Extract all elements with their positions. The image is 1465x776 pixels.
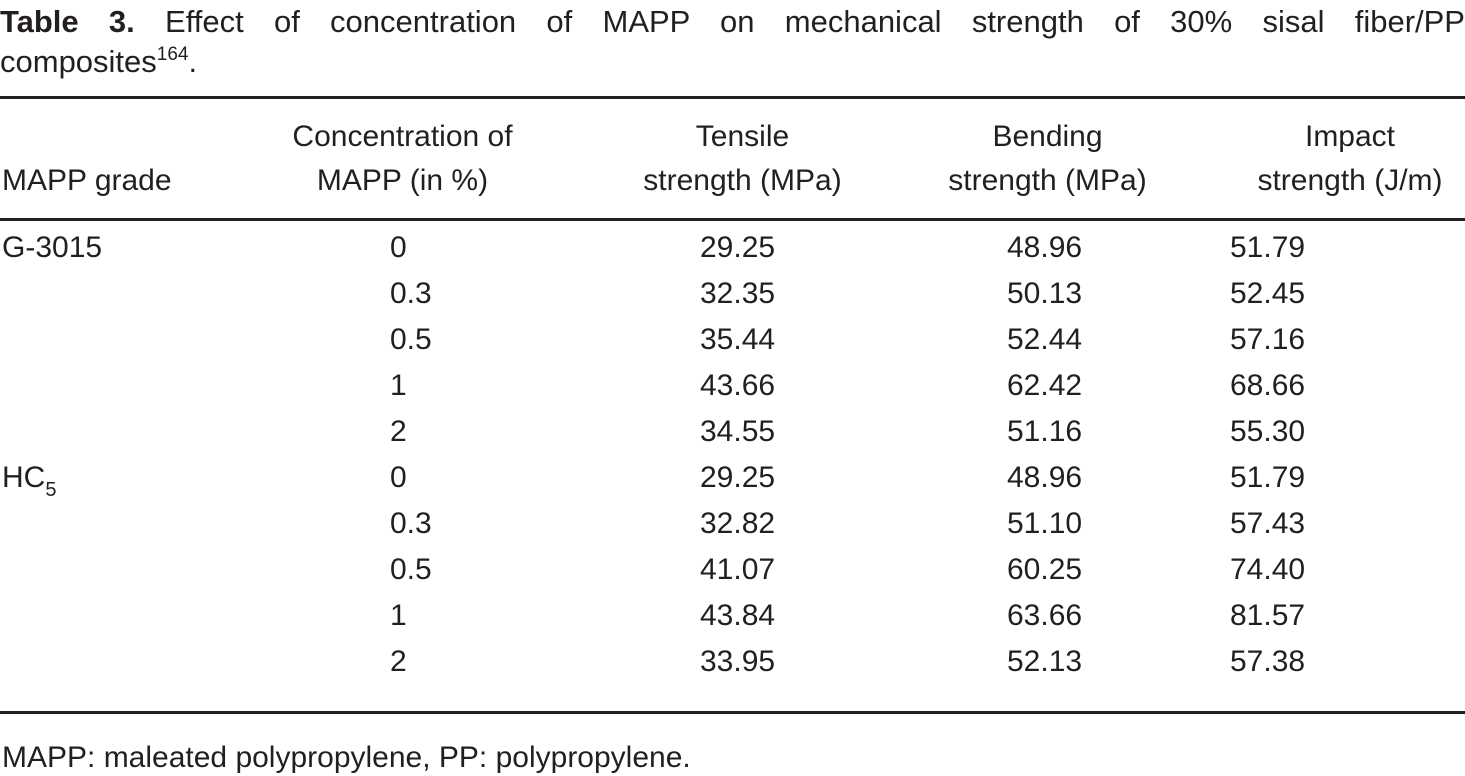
col-header-mapp-grade: MAPP grade (0, 97, 250, 221)
cell-mapp-grade (0, 501, 250, 547)
cell-concentration: 0 (390, 461, 407, 494)
caption-label: Table 3. (0, 4, 135, 39)
cell-impact: 74.40 (1230, 553, 1306, 586)
col-header-text: strength (J/m) (1257, 164, 1443, 197)
caption-text-continued: composites (0, 44, 157, 79)
cell-impact: 51.79 (1230, 461, 1306, 494)
cell-mapp-grade: G-3015 (2, 231, 103, 264)
cell-concentration: 0.5 (390, 553, 432, 586)
cell-concentration: 2 (390, 415, 407, 448)
col-header-text: Tensile (695, 120, 790, 153)
caption-text: Effect of concentration of MAPP on mecha… (165, 4, 1465, 39)
cell-concentration: 0.3 (390, 507, 432, 540)
cell-tensile: 43.66 (700, 369, 776, 402)
cell-tensile: 29.25 (700, 231, 776, 264)
cell-tensile: 34.55 (700, 415, 776, 448)
cell-concentration: 1 (390, 369, 407, 402)
col-header-text: strength (MPa) (643, 164, 842, 197)
cell-concentration: 0.5 (390, 323, 432, 356)
table-row: 1 43.84 63.66 81.57 (0, 593, 1465, 639)
cell-bending: 60.25 (1007, 553, 1083, 586)
cell-impact: 81.57 (1230, 599, 1306, 632)
cell-mapp-grade: HC5 (2, 461, 57, 502)
col-header-text: MAPP (in %) (316, 164, 489, 197)
cell-impact: 52.45 (1230, 277, 1306, 310)
cell-mapp-grade (0, 363, 250, 409)
data-table: MAPP grade Concentration of MAPP (in %) T… (0, 96, 1465, 714)
cell-bending: 51.16 (1007, 415, 1083, 448)
cell-mapp-grade (0, 547, 250, 593)
cell-bending: 62.42 (1007, 369, 1083, 402)
cell-bending: 48.96 (1007, 461, 1083, 494)
col-header-bending-strength: Bending strength (MPa) (930, 97, 1165, 221)
cell-concentration: 2 (390, 645, 407, 678)
table-row: 0.3 32.82 51.10 57.43 (0, 501, 1465, 547)
table-row: 2 34.55 51.16 55.30 (0, 409, 1465, 455)
cell-concentration: 0.3 (390, 277, 432, 310)
cell-bending: 52.13 (1007, 645, 1083, 678)
cell-mapp-grade (0, 593, 250, 639)
cell-tensile: 32.35 (700, 277, 776, 310)
grade-subscript: 5 (45, 479, 57, 502)
col-header-text: strength (MPa) (948, 164, 1147, 197)
cell-bending: 52.44 (1007, 323, 1083, 356)
col-header-text: MAPP grade (2, 164, 172, 197)
cell-impact: 68.66 (1230, 369, 1306, 402)
table-header: MAPP grade Concentration of MAPP (in %) T… (0, 97, 1465, 221)
cell-impact: 51.79 (1230, 231, 1306, 264)
table-caption: Table 3. Effect of concentration of MAPP… (0, 2, 1465, 82)
cell-impact: 57.38 (1230, 645, 1306, 678)
table-row: 0.3 32.35 50.13 52.45 (0, 271, 1465, 317)
caption-line-2: composites164. (0, 42, 1465, 82)
cell-mapp-grade (0, 317, 250, 363)
cell-concentration: 1 (390, 599, 407, 632)
table-row: G-3015 0 29.25 48.96 51.79 (0, 220, 1465, 272)
col-header-text: Bending (992, 120, 1103, 153)
col-header-text: Impact (1304, 120, 1396, 153)
col-header-text: Concentration of (292, 120, 513, 153)
table-row: 2 33.95 52.13 57.38 (0, 639, 1465, 713)
cell-concentration: 0 (390, 231, 407, 264)
table-row: 1 43.66 62.42 68.66 (0, 363, 1465, 409)
cell-tensile: 41.07 (700, 553, 776, 586)
caption-period: . (188, 44, 198, 79)
cell-tensile: 35.44 (700, 323, 776, 356)
table-row: HC5 0 29.25 48.96 51.79 (0, 455, 1465, 501)
cell-bending: 50.13 (1007, 277, 1083, 310)
cell-tensile: 29.25 (700, 461, 776, 494)
cell-tensile: 33.95 (700, 645, 776, 678)
col-header-tensile-strength: Tensile strength (MPa) (555, 97, 930, 221)
cell-mapp-grade (0, 271, 250, 317)
cell-impact: 57.43 (1230, 507, 1306, 540)
cell-tensile: 32.82 (700, 507, 776, 540)
cell-bending: 63.66 (1007, 599, 1083, 632)
cell-mapp-grade (0, 409, 250, 455)
caption-line-1: Table 3. Effect of concentration of MAPP… (0, 2, 1465, 42)
col-header-concentration: Concentration of MAPP (in %) (250, 97, 555, 221)
cell-impact: 55.30 (1230, 415, 1306, 448)
cell-impact: 57.16 (1230, 323, 1306, 356)
cell-tensile: 43.84 (700, 599, 776, 632)
table-footnote: MAPP: maleated polypropylene, PP: polypr… (2, 741, 691, 774)
header-row: MAPP grade Concentration of MAPP (in %) T… (0, 97, 1465, 221)
table-body: G-3015 0 29.25 48.96 51.79 0.3 32.35 50.13 52.45… (0, 220, 1465, 713)
reference-superscript: 164 (156, 43, 189, 65)
col-header-impact-strength: Impact strength (J/m) (1165, 97, 1465, 221)
table-row: 0.5 41.07 60.25 74.40 (0, 547, 1465, 593)
cell-bending: 48.96 (1007, 231, 1083, 264)
cell-mapp-grade (0, 639, 250, 713)
cell-bending: 51.10 (1007, 507, 1083, 540)
table-row: 0.5 35.44 52.44 57.16 (0, 317, 1465, 363)
